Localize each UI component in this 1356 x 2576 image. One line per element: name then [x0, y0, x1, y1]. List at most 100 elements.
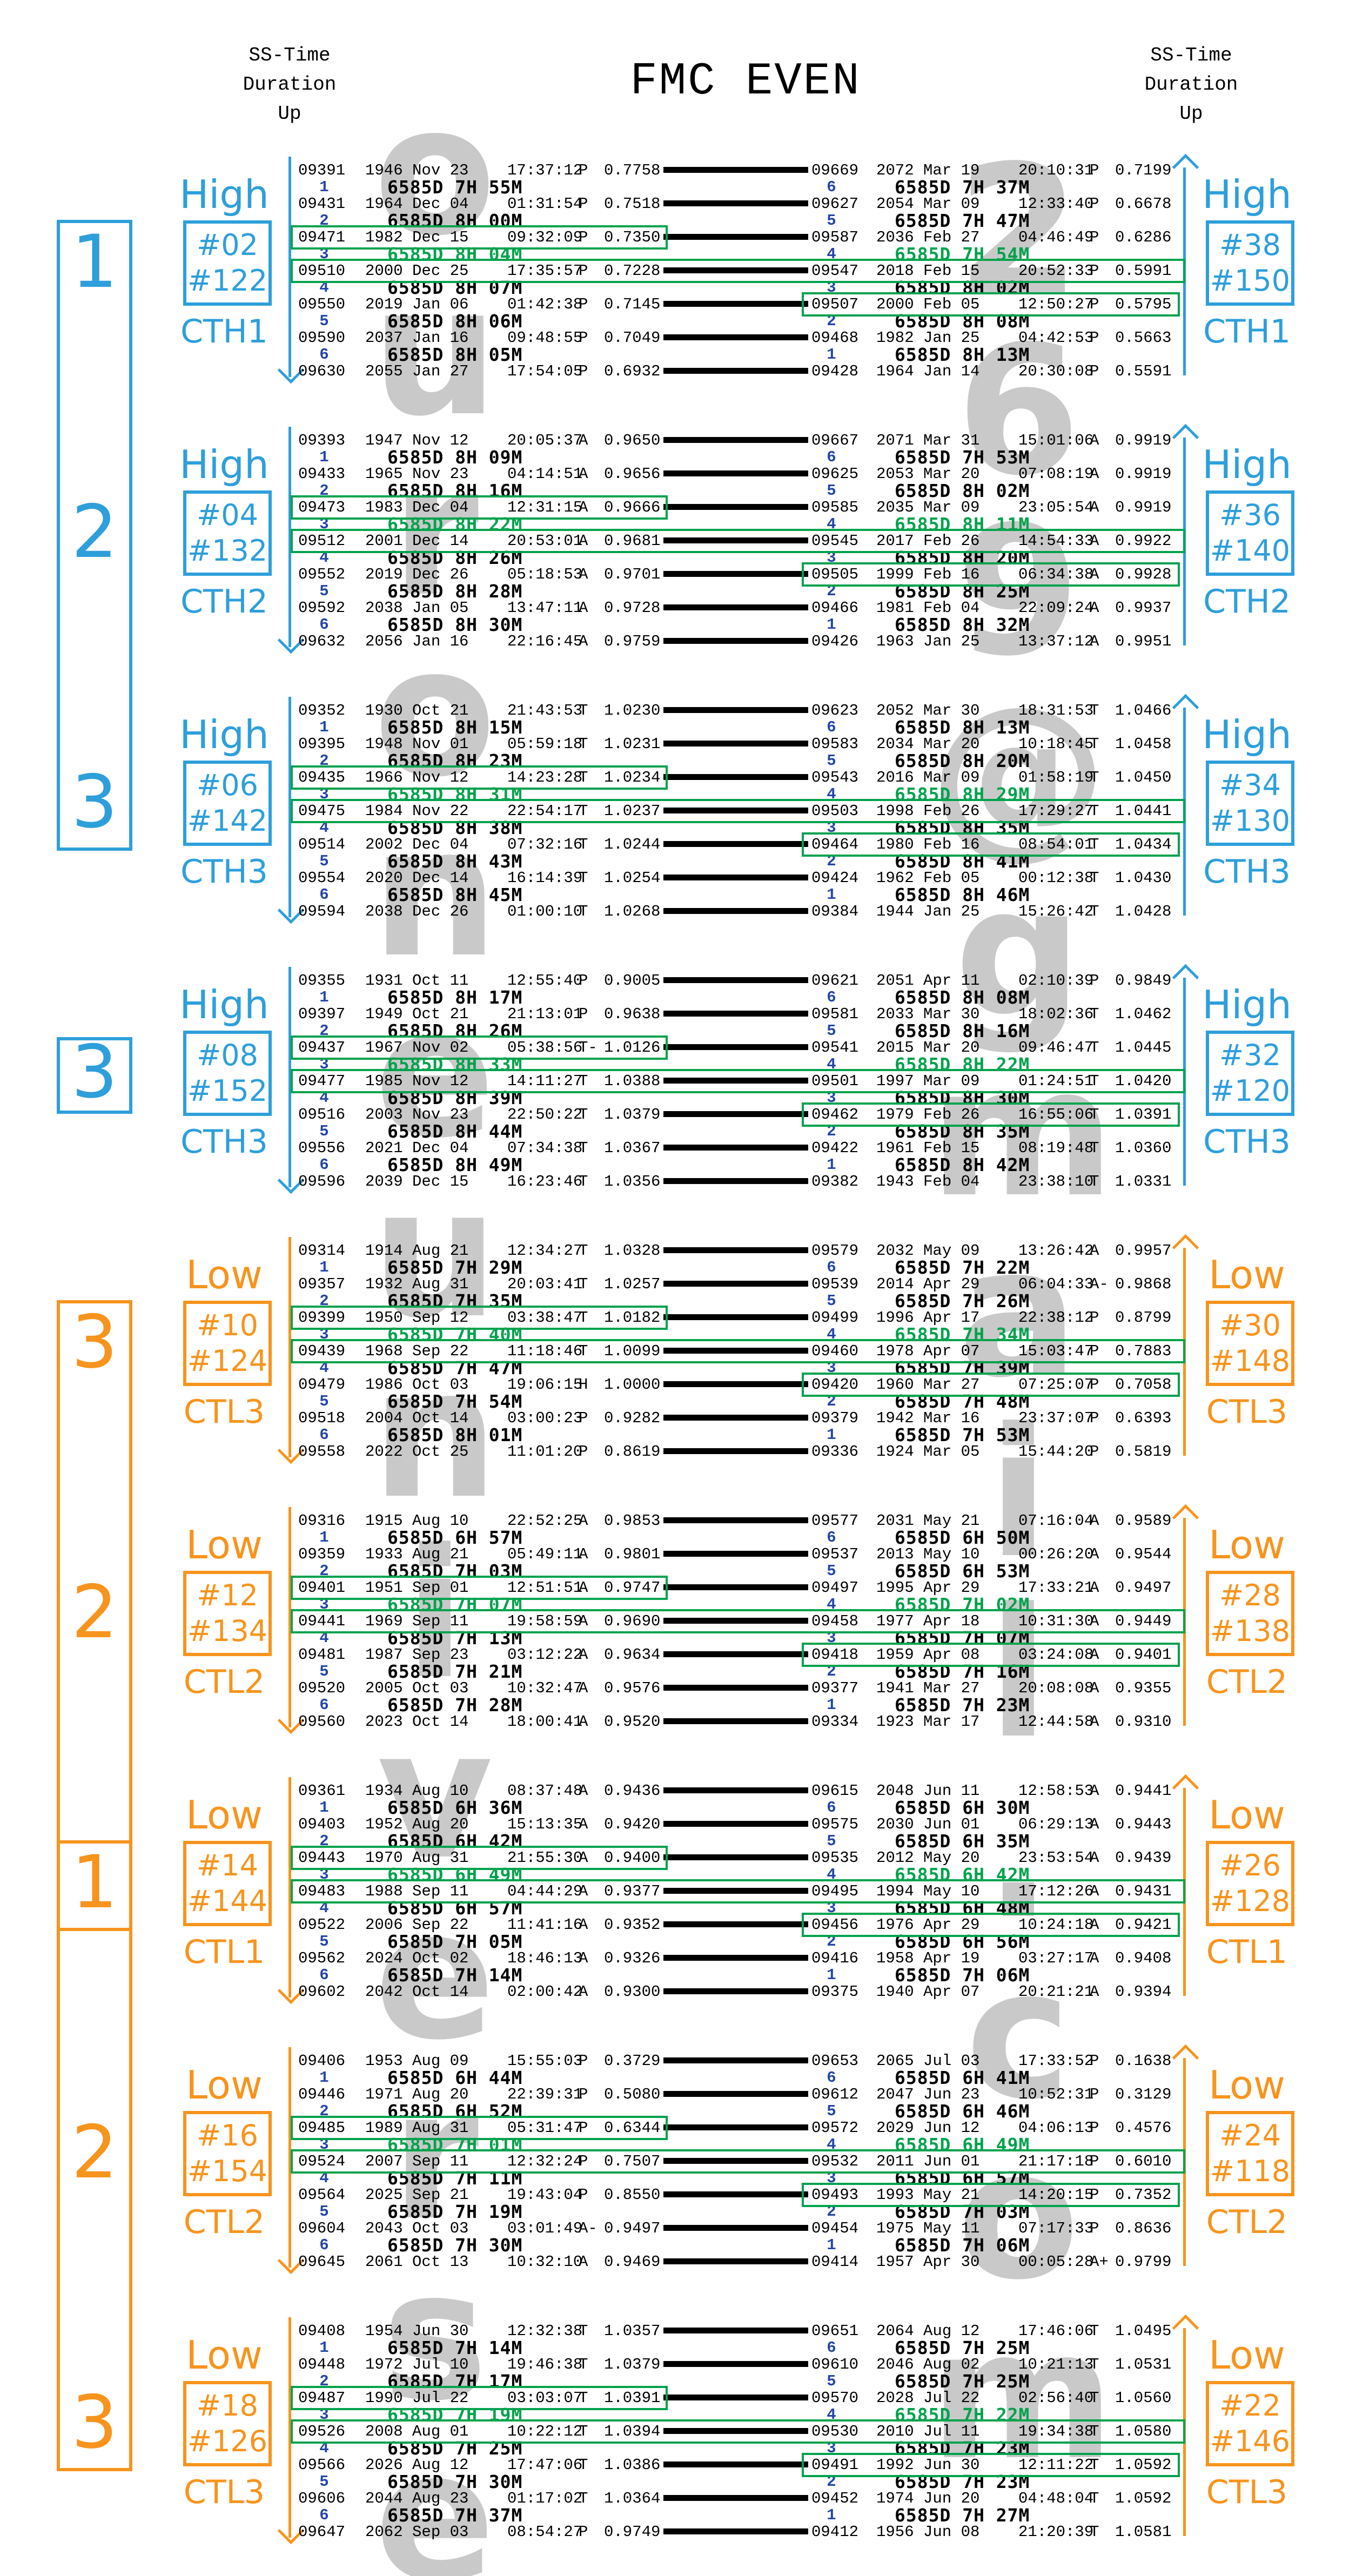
ss-time-down-axis-line: [288, 697, 291, 917]
duration-left: 6585D 6H 57M: [387, 1527, 523, 1548]
event-type-left: P: [579, 1409, 588, 1427]
duration-right: 6585D 8H 22M: [895, 1054, 1030, 1075]
duration-right: 6585D 6H 46M: [895, 2101, 1030, 2122]
event-value-left: 0.9681: [604, 532, 661, 550]
duration-right: 6585D 6H 42M: [895, 1864, 1030, 1885]
event-date-right: 2028 Jul 22: [876, 2389, 980, 2407]
event-time-left: 11:01:20: [507, 1443, 583, 1461]
event-date-left: 2038 Jan 05: [365, 599, 469, 617]
pair-connector-line: [663, 2191, 808, 2197]
event-time-right: 20:10:31: [1018, 162, 1094, 179]
duration-right: 6585D 7H 34M: [895, 1324, 1030, 1345]
event-date-left: 2061 Oct 13: [365, 2253, 469, 2271]
duration-left: 6585D 8H 04M: [387, 244, 523, 265]
event-number-left: 09479: [298, 1376, 346, 1394]
event-number-left: 09522: [298, 1916, 346, 1934]
event-number-left: 09487: [298, 2389, 346, 2407]
event-value-right: 0.9951: [1115, 633, 1172, 650]
duration-right: 6585D 8H 25M: [895, 581, 1030, 602]
event-number-right: 09452: [811, 2490, 859, 2507]
event-value-left: 1.0328: [604, 1242, 661, 1260]
event-date-left: 1985 Nov 12: [365, 1072, 469, 1090]
cycle-id-box-right: #26 #128: [1206, 1841, 1294, 1926]
event-value-right: 1.0580: [1115, 2423, 1172, 2440]
event-type-left: A: [579, 1782, 588, 1800]
event-time-right: 06:34:38: [1018, 566, 1094, 583]
ss-time-up-axis-line: [1183, 1248, 1186, 1456]
level-label-right: Low: [1209, 1252, 1285, 1297]
event-number-left: 09514: [298, 836, 346, 853]
event-row: 09487 1990 Jul 22 03:03:07 T 1.0391 09570 2028…: [291, 2386, 1181, 2410]
event-date-right: 2071 Mar 31: [876, 432, 980, 449]
event-date-right: 1993 May 21: [876, 2186, 980, 2204]
event-time-left: 04:44:29: [507, 1882, 583, 1900]
pair-connector-line: [663, 1247, 808, 1253]
event-time-right: 23:38:10: [1018, 1173, 1094, 1191]
event-type-left: A: [579, 566, 588, 583]
event-time-left: 05:31:47: [507, 2119, 583, 2137]
ss-time-up-axis-line: [1183, 438, 1186, 645]
event-type-right: T: [1090, 1039, 1099, 1057]
event-type-left: A: [579, 599, 588, 617]
event-value-right: 1.0560: [1115, 2389, 1172, 2407]
duration-right: 6585D 7H 37M: [895, 177, 1030, 198]
duration-left: 6585D 8H 38M: [387, 817, 523, 838]
sequence-number-right: 4: [827, 1596, 836, 1613]
sequence-number-right: 6: [827, 178, 836, 196]
pair-connector-line: [663, 2428, 808, 2434]
event-type-right: A: [1090, 1545, 1099, 1563]
ss-time-down-axis-line: [288, 1237, 291, 1457]
event-date-right: 1923 Mar 17: [876, 1713, 980, 1731]
event-number-right: 09334: [811, 1713, 859, 1731]
rail-digit-group-7: 1: [71, 1840, 118, 1925]
event-time-right: 07:25:07: [1018, 1376, 1094, 1394]
duration-row: 1 6585D 7H 29M 6 6585D 7H 22M: [300, 1259, 1181, 1276]
event-date-right: 2032 May 09: [876, 1242, 980, 1260]
event-type-left: A: [579, 532, 588, 550]
sequence-number-right: 3: [827, 1629, 836, 1647]
pair-connector-line: [663, 1178, 808, 1184]
event-number-left: 09524: [298, 2153, 346, 2170]
event-number-right: 09579: [811, 1242, 859, 1260]
event-value-left: 0.9759: [604, 633, 661, 650]
event-time-left: 04:14:51: [507, 465, 583, 483]
event-type-left: P: [579, 2052, 588, 2070]
sequence-number-right: 5: [827, 1292, 836, 1310]
event-row: 09590 2037 Jan 16 09:48:55 P 0.7049 09468 1982…: [298, 329, 1181, 346]
event-time-right: 12:11:22: [1018, 2456, 1094, 2474]
event-time-left: 16:14:39: [507, 869, 583, 887]
pair-connector-line: [663, 908, 808, 914]
sequence-number-left: 3: [319, 1596, 329, 1613]
event-value-right: 0.6393: [1115, 1409, 1172, 1427]
event-number-right: 09505: [811, 566, 859, 583]
event-row: 09361 1934 Aug 10 08:37:48 A 0.9436 09615 2048…: [298, 1782, 1181, 1800]
event-date-left: 2000 Dec 25: [365, 262, 469, 280]
pair-connector-line: [663, 707, 808, 713]
event-date-right: 1924 Mar 05: [876, 1443, 980, 1461]
event-type-right: P: [1090, 1409, 1099, 1427]
sequence-number-left: 6: [319, 616, 329, 634]
event-date-left: 1946 Nov 23: [365, 162, 469, 179]
event-type-left: A: [579, 1983, 588, 2001]
pair-connector-line: [663, 1821, 808, 1827]
cycle-name-left: CTH3: [180, 853, 268, 891]
event-value-right: 1.0592: [1115, 2456, 1172, 2474]
event-time-left: 20:03:41: [507, 1275, 583, 1293]
event-date-left: 1971 Aug 20: [365, 2086, 469, 2103]
event-time-right: 00:26:20: [1018, 1545, 1094, 1563]
event-type-left: T: [579, 1309, 588, 1327]
sequence-number-left: 1: [319, 1799, 329, 1817]
level-label-right: Low: [1209, 2062, 1285, 2108]
pair-connector-line: [663, 841, 808, 847]
event-row: 09485 1989 Aug 31 05:31:47 P 0.6344 09572 2029…: [291, 2116, 1181, 2140]
event-value-left: 1.0230: [604, 702, 661, 719]
event-date-left: 1986 Oct 03: [365, 1376, 469, 1394]
event-time-left: 05:59:18: [507, 735, 583, 753]
ss-time-up-axis-line: [1183, 167, 1186, 375]
event-value-left: 0.7350: [604, 228, 661, 246]
event-time-right: 12:33:40: [1018, 195, 1094, 213]
event-value-right: 0.9919: [1115, 499, 1172, 516]
event-value-left: 1.0357: [604, 2322, 661, 2340]
event-time-left: 11:41:16: [507, 1916, 583, 1934]
event-type-left: T: [579, 1342, 588, 1360]
